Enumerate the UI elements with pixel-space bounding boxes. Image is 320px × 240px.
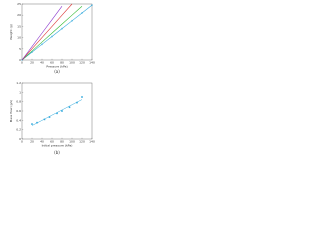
data-point — [81, 12, 83, 14]
y-tick-label: 1 — [19, 90, 21, 94]
data-point — [81, 96, 83, 98]
data-point — [51, 35, 53, 38]
y-tick-label: 0 — [19, 137, 21, 141]
y-tick-label: 0.4 — [16, 118, 21, 122]
x-tick-label: 0 — [21, 61, 23, 65]
data-point — [91, 4, 93, 6]
data-point — [61, 27, 63, 30]
x-tick-label: 140 — [89, 140, 95, 144]
x-tick-label: 60 — [50, 140, 54, 144]
plot-frame — [21, 3, 93, 61]
data-point — [48, 116, 51, 118]
x-tick-label: 60 — [50, 61, 54, 65]
plot-frame — [21, 82, 93, 140]
data-point — [31, 51, 33, 54]
y-tick-label: 15 — [17, 24, 21, 28]
data-line — [21, 6, 83, 61]
x-tick-label: 100 — [69, 140, 75, 144]
data-point — [68, 106, 71, 109]
x-axis-label: Initial pressure (kPa) — [42, 144, 73, 148]
data-point — [71, 19, 73, 22]
x-tick-label: 40 — [40, 140, 44, 144]
data-point — [76, 101, 78, 104]
y-tick-label: 5 — [19, 47, 21, 51]
y-tick-label: 0 — [19, 58, 21, 62]
y-tick-label: 0.8 — [16, 100, 21, 104]
y-tick-label: 25 — [17, 2, 21, 6]
y-tick-label: 20 — [17, 13, 21, 17]
x-tick-label: 100 — [69, 61, 75, 65]
panel-label: (b) — [54, 150, 60, 155]
data-point — [36, 121, 38, 124]
x-tick-label: 0 — [21, 140, 23, 144]
y-tick-label: 1.2 — [16, 81, 21, 85]
y-axis-label: Mass flow (g/s) — [9, 100, 13, 122]
data-line — [21, 4, 93, 61]
data-line — [21, 3, 73, 61]
data-point — [43, 118, 46, 121]
data-point — [31, 123, 33, 125]
y-tick-label: 0.2 — [16, 128, 21, 132]
panel-label: (a) — [54, 69, 60, 74]
data-point — [61, 110, 63, 112]
y-tick-label: 0.6 — [16, 109, 21, 113]
y-tick-label: 10 — [17, 36, 21, 40]
data-point — [21, 59, 23, 61]
data-point — [56, 112, 58, 115]
x-tick-label: 20 — [30, 61, 34, 65]
x-tick-label: 140 — [89, 61, 95, 65]
x-tick-label: 80 — [60, 140, 64, 144]
x-tick-label: 120 — [79, 61, 85, 65]
x-tick-label: 120 — [79, 140, 85, 144]
x-tick-label: 40 — [40, 61, 44, 65]
x-axis-label: Pressure (kPa) — [46, 65, 67, 69]
x-tick-label: 20 — [30, 140, 34, 144]
data-point — [41, 43, 43, 46]
x-tick-label: 80 — [60, 61, 64, 65]
y-axis-label: Weight (g) — [9, 24, 13, 40]
data-line — [21, 6, 63, 61]
